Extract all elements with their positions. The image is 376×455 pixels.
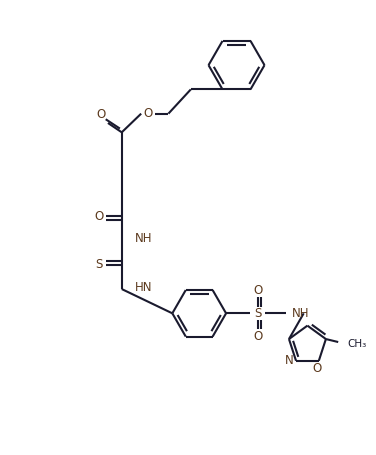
Text: O: O bbox=[253, 283, 262, 297]
Text: N: N bbox=[285, 354, 294, 367]
Text: O: O bbox=[143, 107, 153, 120]
Text: O: O bbox=[95, 210, 104, 223]
Text: O: O bbox=[312, 362, 321, 375]
Text: S: S bbox=[254, 307, 261, 320]
Text: O: O bbox=[253, 330, 262, 343]
Text: NH: NH bbox=[135, 232, 152, 245]
Text: S: S bbox=[96, 258, 103, 271]
Text: NH: NH bbox=[291, 307, 309, 320]
Text: CH₃: CH₃ bbox=[347, 339, 367, 349]
Text: HN: HN bbox=[135, 281, 152, 293]
Text: O: O bbox=[97, 108, 106, 121]
